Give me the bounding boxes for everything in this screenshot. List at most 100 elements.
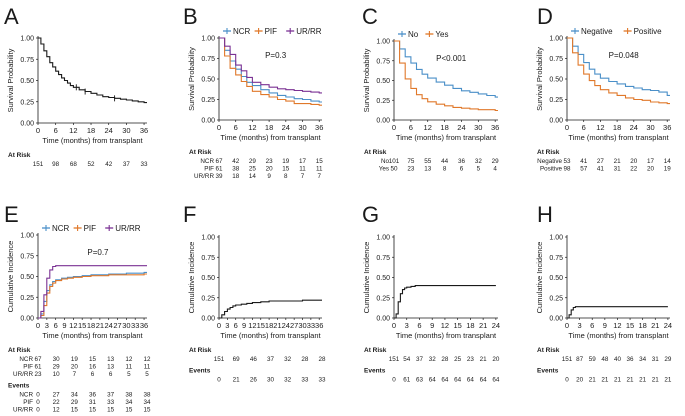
- y-tick-label: 1.00: [201, 235, 215, 242]
- y-tick-label: 0.25: [20, 99, 34, 106]
- panel-label: D: [537, 4, 553, 29]
- risk-table-cell: 20: [71, 364, 79, 371]
- x-tick-label: 6: [417, 321, 421, 330]
- events-table-cell: 21: [652, 377, 660, 384]
- y-tick-label: 0.50: [549, 275, 563, 282]
- risk-table-cell: 13: [107, 356, 115, 363]
- risk-table-row-label: NCR: [200, 158, 214, 165]
- x-tick-label: 9: [62, 321, 66, 330]
- x-tick-label: 6: [54, 321, 58, 330]
- y-tick-label: 0.75: [201, 56, 215, 63]
- risk-table-cell: 69: [233, 356, 241, 363]
- events-table-cell: 33: [301, 377, 309, 384]
- p-value-annotation: P=0.7: [87, 248, 109, 257]
- risk-table-cell: 39: [215, 173, 223, 180]
- risk-table-row-label: PIF: [23, 364, 33, 371]
- x-tick-label: 12: [69, 321, 77, 330]
- risk-table-cell: 21: [614, 158, 622, 165]
- x-tick-label: 0: [565, 123, 569, 132]
- series-line-ncr: [38, 271, 147, 319]
- x-tick-label: 21: [273, 321, 281, 330]
- legend-entry: Positive: [634, 27, 663, 36]
- risk-table-cell: 17: [299, 158, 307, 165]
- x-tick-label: 18: [87, 321, 95, 330]
- risk-table-cell: 87: [576, 356, 584, 363]
- risk-table-cell: 22: [630, 166, 638, 173]
- risk-table-cell: 52: [88, 161, 96, 168]
- x-tick-label: 3: [45, 321, 49, 330]
- x-tick-label: 12: [69, 126, 77, 135]
- events-table-cell: 21: [601, 377, 609, 384]
- x-tick-label: 0: [217, 321, 221, 330]
- y-tick-label: 0.75: [376, 255, 390, 262]
- events-table-cell: 37: [107, 392, 115, 399]
- risk-table-cell: 13: [107, 364, 115, 371]
- y-tick-label: 0.00: [20, 316, 34, 323]
- y-tick-label: 0.25: [549, 295, 563, 302]
- risk-table-cell: 9: [267, 173, 271, 180]
- y-tick-label: 0.75: [20, 253, 34, 260]
- y-tick-label: 0.25: [20, 295, 34, 302]
- events-table-cell: 64: [454, 377, 462, 384]
- risk-table-cell: 41: [597, 166, 605, 173]
- risk-table-cell: 20: [492, 356, 500, 363]
- risk-table-cell: 7: [73, 371, 77, 378]
- risk-table-cell: 21: [480, 356, 488, 363]
- y-tick-label: 0.75: [376, 58, 390, 65]
- x-tick-label: 36: [315, 123, 323, 132]
- risk-table-cell: 29: [492, 158, 500, 165]
- x-tick-label: 0: [217, 123, 221, 132]
- x-tick-label: 9: [603, 321, 607, 330]
- x-tick-label: 0: [36, 321, 40, 330]
- x-tick-label: 18: [265, 321, 273, 330]
- y-axis-label: Cumulative Incidence: [6, 241, 15, 313]
- risk-table-cell: 12: [143, 356, 151, 363]
- risk-table-header: At Risk: [8, 347, 31, 354]
- events-table-row-label: UR/RR: [13, 407, 33, 414]
- risk-table-cell: 6: [91, 371, 95, 378]
- risk-table-cell: 5: [145, 371, 149, 378]
- x-tick-label: 12: [441, 321, 449, 330]
- risk-table-cell: 23: [266, 158, 274, 165]
- y-tick-label: 0.00: [376, 118, 390, 125]
- y-tick-label: 1.00: [20, 233, 34, 240]
- x-tick-label: 9: [430, 321, 434, 330]
- events-table-cell: 64: [492, 377, 500, 384]
- risk-table-cell: 48: [601, 356, 609, 363]
- risk-table-cell: 151: [389, 356, 400, 363]
- events-table-cell: 0: [36, 392, 40, 399]
- y-tick-label: 0.75: [549, 56, 563, 63]
- events-table-cell: 15: [107, 407, 115, 414]
- risk-table-cell: 37: [267, 356, 275, 363]
- risk-table-cell: 23: [34, 371, 42, 378]
- legend-entry: NCR: [233, 27, 251, 36]
- series-line-pif: [38, 273, 147, 319]
- x-tick-label: 24: [457, 123, 465, 132]
- events-table-cell: 21: [589, 377, 597, 384]
- x-tick-label: 24: [105, 321, 113, 330]
- x-tick-label: 18: [265, 123, 273, 132]
- series-line-positive: [567, 37, 670, 105]
- x-tick-label: 0: [36, 126, 40, 135]
- events-table-cell: 15: [125, 407, 133, 414]
- series-line-negative: [567, 37, 670, 96]
- risk-table-cell: 36: [458, 158, 466, 165]
- series-line-ur-rr: [219, 37, 322, 94]
- risk-table-cell: 30: [53, 356, 61, 363]
- risk-table-row-label: Positive: [540, 166, 563, 173]
- legend-entry: Negative: [581, 27, 613, 36]
- risk-table-cell: 34: [639, 356, 647, 363]
- risk-table-cell: 101: [389, 158, 400, 165]
- risk-table-cell: 50: [390, 166, 398, 173]
- y-tick-label: 0.75: [549, 255, 563, 262]
- x-tick-label: 6: [54, 126, 58, 135]
- y-tick-label: 1.00: [549, 36, 563, 43]
- x-tick-label: 15: [257, 321, 265, 330]
- events-table-cell: 0: [217, 377, 221, 384]
- risk-table-header: At Risk: [364, 149, 387, 156]
- events-table-cell: 63: [416, 377, 424, 384]
